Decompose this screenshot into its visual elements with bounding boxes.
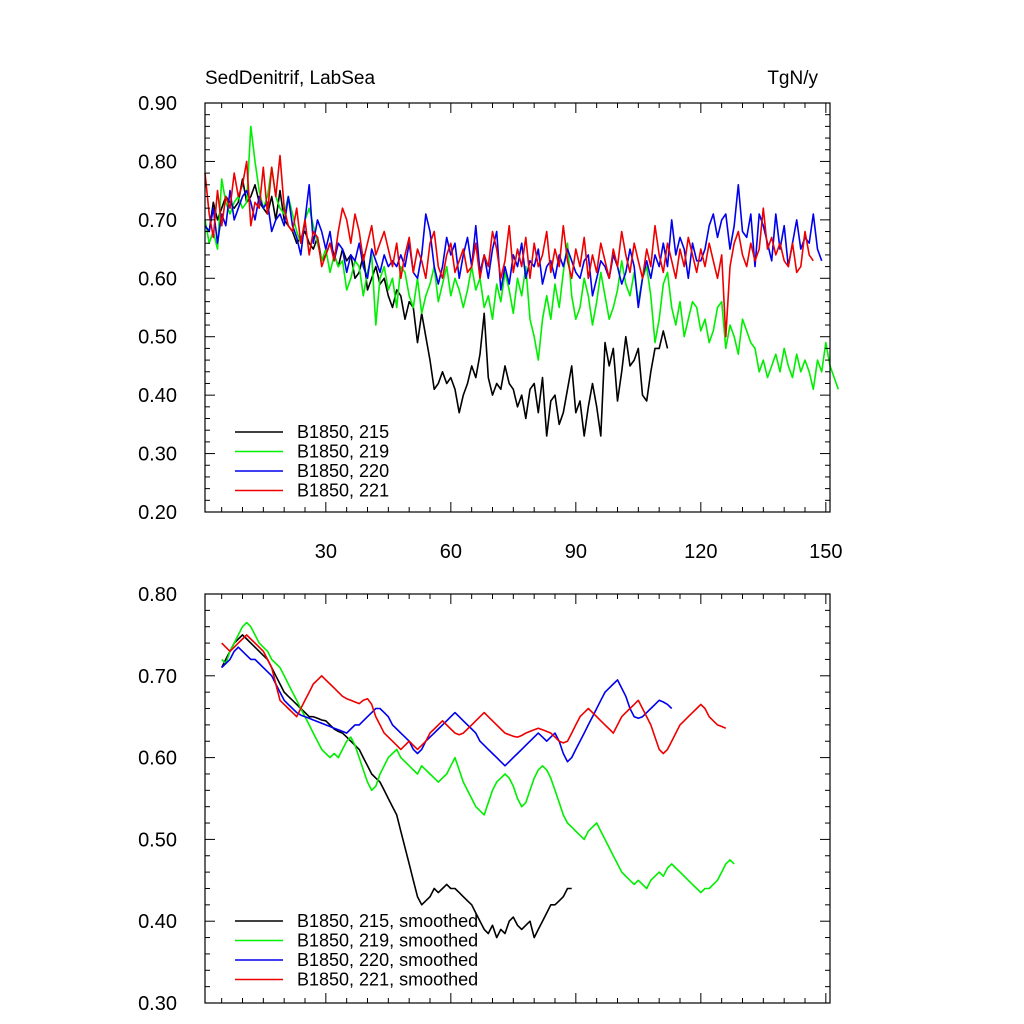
y-tick-label: 0.90 — [138, 93, 177, 115]
x-tick-label: 60 — [440, 541, 462, 563]
units-label: TgN/y — [767, 68, 818, 89]
series-line-215 — [220, 634, 572, 939]
y-tick-label: 0.60 — [138, 748, 177, 770]
series-line-215 — [204, 178, 669, 437]
y-tick-label: 0.30 — [138, 444, 177, 466]
series-line-221 — [221, 634, 727, 755]
legend-label-221: B1850, 221 — [297, 481, 389, 501]
plot-frame — [204, 593, 831, 1004]
legend-label-215: B1850, 215 — [297, 422, 389, 442]
y-tick-label: 0.80 — [138, 584, 177, 606]
series-line-220 — [221, 646, 673, 767]
y-tick-label: 0.20 — [138, 502, 177, 524]
legend-label-215: B1850, 215, smoothed — [297, 911, 478, 931]
x-tick-label: 90 — [565, 541, 587, 563]
legend-label-221: B1850, 221, smoothed — [297, 970, 478, 990]
x-tick-label: 120 — [684, 541, 717, 563]
y-tick-label: 0.70 — [138, 210, 177, 232]
chart-panel-raw: 0.20 0.30 0.40 0.50 0.60 0.70 0.80 0.90 30 60 90 12… — [138, 93, 842, 563]
y-tick-label: 0.80 — [138, 151, 177, 173]
y-tick-label: 0.30 — [138, 993, 177, 1015]
legend-label-220: B1850, 220 — [297, 461, 389, 481]
chart-title: SedDenitrif, LabSea — [205, 68, 375, 89]
y-tick-label: 0.50 — [138, 327, 177, 349]
plot-frame — [204, 102, 831, 513]
y-tick-label: 0.50 — [138, 829, 177, 851]
y-tick-label: 0.70 — [138, 666, 177, 688]
x-tick-label: 30 — [315, 541, 337, 563]
x-tick-label: 150 — [809, 541, 842, 563]
series-line-221 — [204, 154, 814, 338]
y-tick-label: 0.40 — [138, 385, 177, 407]
series-line-219 — [221, 621, 735, 894]
y-tick-label: 0.40 — [138, 911, 177, 933]
y-tick-label: 0.60 — [138, 268, 177, 290]
legend-label-219: B1850, 219, smoothed — [297, 931, 478, 951]
legend-label-220: B1850, 220, smoothed — [297, 950, 478, 970]
chart-panel-smoothed: 0.30 0.40 0.50 0.60 0.70 0.80 B1850, 215, smoo… — [138, 584, 831, 1015]
series-line-220 — [204, 184, 823, 309]
legend-label-219: B1850, 219 — [297, 442, 389, 462]
